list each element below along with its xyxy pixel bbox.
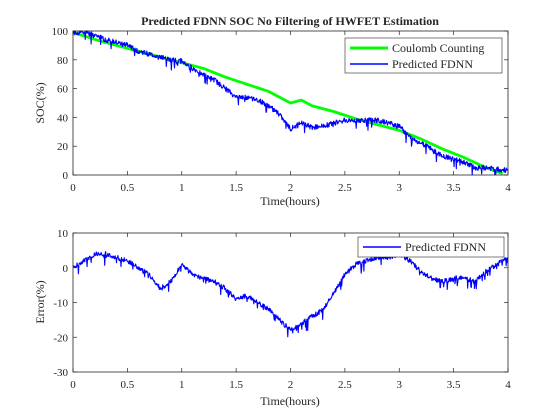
error-x-tick-label: 3.5 [447, 379, 461, 391]
soc-series-predicted-fdnn [72, 30, 509, 176]
error-series-predicted-fdnn [72, 250, 509, 338]
error-y-tick-label: 0 [63, 263, 69, 275]
error-x-tick-label: 0.5 [121, 379, 135, 391]
error-y-axis-label: Error(%) [33, 280, 47, 323]
soc-y-tick-label: 40 [57, 112, 69, 124]
soc-y-tick-label: 0 [63, 170, 69, 182]
error-ticks: 0 0.5 1 1.5 2 2.5 3 3.5 4 -30 -20 -10 0 10 [53, 228, 511, 391]
error-x-tick-label: 1 [179, 379, 185, 391]
error-x-tick-label: 2.5 [338, 379, 352, 391]
error-legend-box [357, 236, 505, 258]
error-x-axis-label: Time(hours) [260, 394, 320, 408]
soc-x-tick-label: 3 [397, 182, 403, 194]
error-y-tick-label: -10 [53, 298, 68, 310]
soc-x-tick-label: 2 [288, 182, 294, 194]
soc-x-tick-label: 1.5 [229, 182, 243, 194]
legend-label-fdnn: Predicted FDNN [392, 57, 473, 71]
soc-chart: Predicted FDNN SOC No Filtering of HWFET… [33, 14, 511, 208]
soc-x-tick-label: 0 [70, 182, 76, 194]
error-y-tick-label: -20 [53, 332, 68, 344]
error-chart: 0 0.5 1 1.5 2 2.5 3 3.5 4 -30 -20 -10 0 10 Time(hours… [33, 228, 511, 408]
soc-x-tick-label: 0.5 [121, 182, 135, 194]
soc-y-axis-label: SOC(%) [33, 82, 47, 123]
soc-legend-box [344, 37, 503, 74]
soc-x-tick-label: 4 [505, 182, 511, 194]
soc-y-tick-label: 60 [57, 84, 69, 96]
soc-x-axis-label: Time(hours) [260, 194, 320, 208]
soc-x-tick-label: 1 [179, 182, 185, 194]
soc-x-tick-label: 2.5 [338, 182, 352, 194]
soc-y-tick-label: 80 [57, 55, 69, 67]
error-x-tick-label: 3 [397, 379, 403, 391]
error-legend: Predicted FDNN [357, 236, 505, 258]
error-x-tick-label: 1.5 [229, 379, 243, 391]
soc-legend: Coulomb Counting Predicted FDNN [344, 37, 503, 74]
chart-title: Predicted FDNN SOC No Filtering of HWFET… [141, 14, 439, 28]
error-x-tick-label: 2 [288, 379, 294, 391]
error-y-tick-label: -30 [53, 367, 68, 379]
error-x-tick-label: 0 [70, 379, 76, 391]
soc-series-group [72, 30, 509, 176]
error-y-tick-label: 10 [57, 228, 69, 240]
error-series-group [72, 250, 509, 338]
legend-label-coulomb: Coulomb Counting [392, 41, 484, 55]
soc-y-tick-label: 100 [52, 26, 69, 38]
legend-label-error-fdnn: Predicted FDNN [405, 240, 486, 254]
soc-y-tick-label: 20 [57, 141, 69, 153]
error-x-tick-label: 4 [505, 379, 511, 391]
soc-x-tick-label: 3.5 [447, 182, 461, 194]
